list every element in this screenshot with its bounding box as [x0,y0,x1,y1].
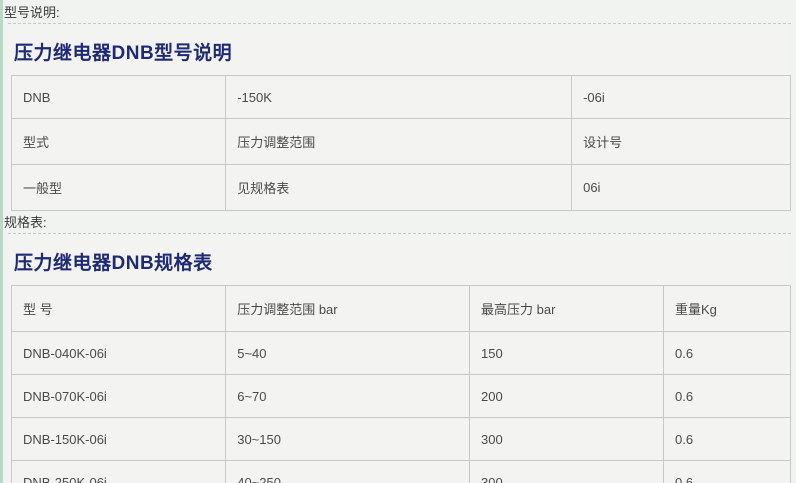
table-cell: 0.6 [663,374,791,418]
table-cell: DNB-150K-06i [10,417,227,461]
spec-table: 型 号 压力调整范围 bar 最高压力 bar 重量Kg DNB-040K-06… [10,285,791,483]
table-row: DNB-070K-06i 6~70 200 0.6 [10,374,791,418]
section-label-spec: 规格表: [4,215,47,230]
table-row: 型式 压力调整范围 设计号 [10,118,791,165]
column-header-weight: 重量Kg [663,285,791,332]
table-row: DNB-250K-06i 40~250 300 0.6 [10,460,791,483]
table-cell: 30~150 [225,417,471,461]
table-cell: -150K [225,75,573,119]
table-cell: 0.6 [663,460,791,483]
table-cell: DNB-070K-06i [10,374,227,418]
table-cell: 300 [469,417,664,461]
table-row: DNB -150K -06i [10,75,791,119]
spec-table-title: 压力继电器DNB规格表 [14,253,213,274]
table-cell: DNB [10,75,227,119]
section-label-model: 型号说明: [4,5,60,20]
model-table-title: 压力继电器DNB型号说明 [14,43,233,64]
table-cell: 一般型 [10,164,227,211]
column-header-max-pressure: 最高压力 bar [469,285,664,332]
left-accent-strip [0,0,3,483]
table-cell: 压力调整范围 [225,118,573,165]
table-cell: 150 [469,331,664,375]
table-cell: 0.6 [663,417,791,461]
panel-model-description: 压力继电器DNB型号说明 DNB -150K -06i 型式 压力调整范围 设计… [8,23,791,211]
column-header-pressure-range: 压力调整范围 bar [225,285,471,332]
panel-spec-table: 压力继电器DNB规格表 型 号 压力调整范围 bar 最高压力 bar 重量Kg… [8,233,791,483]
table-cell: -06i [571,75,791,119]
table-row: DNB-040K-06i 5~40 150 0.6 [10,331,791,375]
table-cell: 型式 [10,118,227,165]
column-header-model: 型 号 [10,285,227,332]
table-cell: 200 [469,374,664,418]
table-cell: 5~40 [225,331,471,375]
table-cell: 设计号 [571,118,791,165]
table-cell: 见规格表 [225,164,573,211]
model-description-table: DNB -150K -06i 型式 压力调整范围 设计号 一般型 见规格表 06… [10,75,791,211]
table-cell: 06i [571,164,791,211]
table-cell: 6~70 [225,374,471,418]
table-cell: 0.6 [663,331,791,375]
table-cell: DNB-040K-06i [10,331,227,375]
table-row: DNB-150K-06i 30~150 300 0.6 [10,417,791,461]
table-row: 一般型 见规格表 06i [10,164,791,211]
table-cell: 40~250 [225,460,471,483]
table-cell: DNB-250K-06i [10,460,227,483]
table-header-row: 型 号 压力调整范围 bar 最高压力 bar 重量Kg [10,285,791,332]
table-cell: 300 [469,460,664,483]
